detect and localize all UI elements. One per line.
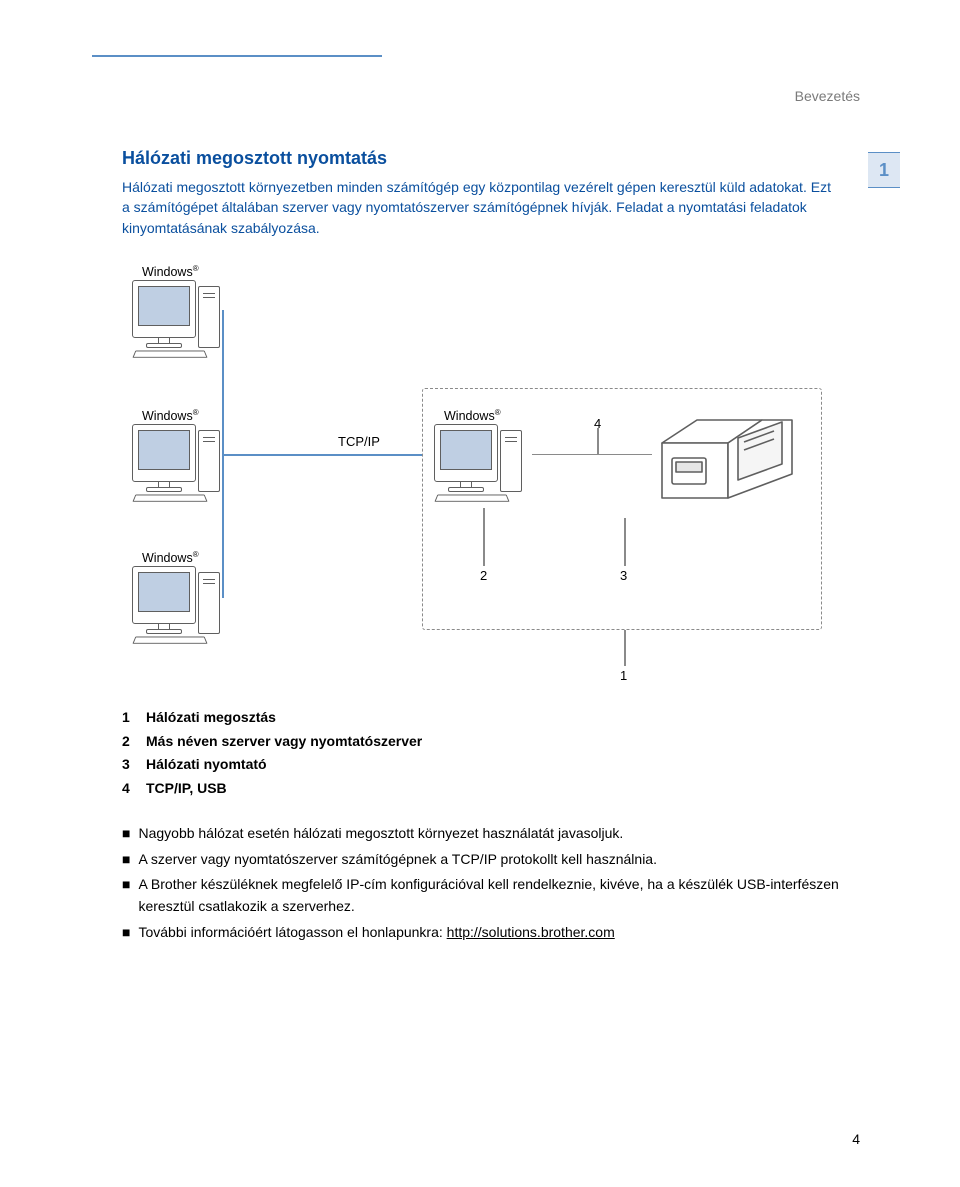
notes-list: ■ Nagyobb hálózat esetén hálózati megoszt… (122, 823, 842, 943)
diagram-legend: 1 Hálózati megosztás 2 Más néven szerver v… (122, 706, 842, 801)
section-title: Hálózati megosztott nyomtatás (122, 148, 842, 169)
reg-mark: ® (193, 264, 199, 273)
note-item: ■ További információért látogasson el hon… (122, 922, 842, 944)
note-text: Nagyobb hálózat esetén hálózati megoszto… (138, 823, 623, 845)
legend-idx: 4 (122, 777, 136, 801)
connector-line (532, 454, 652, 456)
legend-item: 2 Más néven szerver vagy nyomtatószerver (122, 730, 842, 754)
os-label: Windows® (142, 550, 199, 565)
note-text: A Brother készüléknek megfelelő IP-cím k… (138, 874, 842, 917)
content-area: Hálózati megosztott nyomtatás Hálózati m… (122, 148, 842, 948)
chapter-tab: 1 (868, 152, 900, 188)
client-computer (132, 566, 228, 644)
solutions-link[interactable]: http://solutions.brother.com (447, 924, 615, 940)
client-computer (132, 424, 228, 502)
os-text: Windows (444, 409, 495, 423)
bullet-icon: ■ (122, 874, 130, 917)
os-text: Windows (142, 409, 193, 423)
bullet-icon: ■ (122, 922, 130, 944)
connector-line (483, 508, 485, 566)
os-label: Windows® (142, 264, 199, 279)
note-item: ■ A szerver vagy nyomtatószerver számítóg… (122, 849, 842, 871)
note-link-prefix: További információért látogasson el honl… (138, 924, 446, 940)
bullet-icon: ■ (122, 823, 130, 845)
section-paragraph: Hálózati megosztott környezetben minden … (122, 177, 842, 238)
note-item: ■A Brother készüléknek megfelelő IP-cím … (122, 874, 842, 917)
connector-line (597, 428, 599, 454)
note-link-line: További információért látogasson el honl… (138, 922, 614, 944)
bullet-icon: ■ (122, 849, 130, 871)
legend-item: 1 Hálózati megosztás (122, 706, 842, 730)
legend-item: 4 TCP/IP, USB (122, 777, 842, 801)
os-label: Windows® (142, 408, 199, 423)
legend-text: Más néven szerver vagy nyomtatószerver (146, 730, 422, 754)
header-rule (92, 55, 382, 57)
reg-mark: ® (495, 408, 501, 417)
reg-mark: ® (193, 550, 199, 559)
protocol-label: TCP/IP (338, 434, 380, 449)
server-computer (434, 424, 530, 502)
connector-line (624, 630, 626, 666)
os-text: Windows (142, 551, 193, 565)
legend-item: 3 Hálózati nyomtató (122, 753, 842, 777)
legend-text: TCP/IP, USB (146, 777, 227, 801)
note-item: ■ Nagyobb hálózat esetén hálózati megoszt… (122, 823, 842, 845)
client-computer (132, 280, 228, 358)
page-number: 4 (852, 1131, 860, 1147)
printer-icon (652, 398, 802, 518)
diagram-label-1: 1 (620, 668, 627, 683)
os-text: Windows (142, 265, 193, 279)
diagram-label-3: 3 (620, 568, 627, 583)
os-label: Windows® (444, 408, 501, 423)
legend-text: Hálózati megosztás (146, 706, 276, 730)
note-text: A szerver vagy nyomtatószerver számítógé… (138, 849, 657, 871)
header-label: Bevezetés (795, 88, 860, 104)
connector-line (624, 518, 626, 566)
network-line (222, 454, 422, 456)
legend-idx: 2 (122, 730, 136, 754)
legend-idx: 3 (122, 753, 136, 777)
network-diagram: Windows® Windows® Windows® TCP/IP Window… (122, 268, 822, 688)
legend-idx: 1 (122, 706, 136, 730)
diagram-label-2: 2 (480, 568, 487, 583)
legend-text: Hálózati nyomtató (146, 753, 267, 777)
reg-mark: ® (193, 408, 199, 417)
